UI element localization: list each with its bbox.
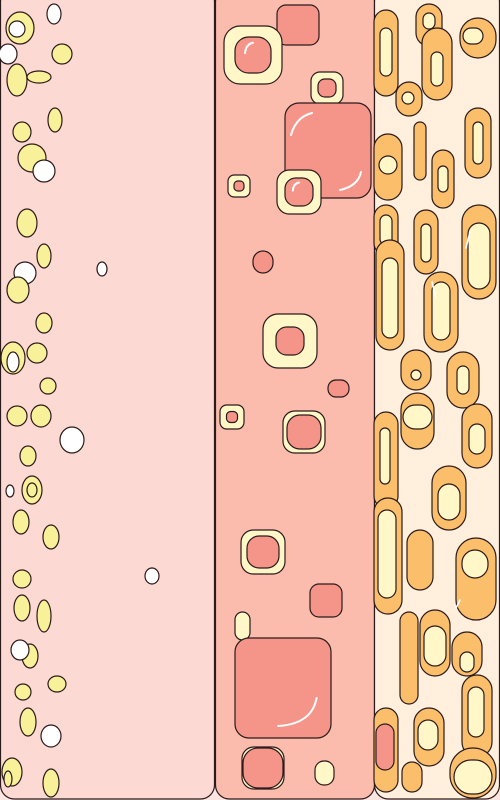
capsule-outer xyxy=(401,761,423,793)
capsule-core xyxy=(462,27,484,45)
oval-dot xyxy=(0,43,18,65)
oval-dot xyxy=(32,159,56,183)
oval-dot xyxy=(6,351,20,373)
oval-dot xyxy=(40,724,62,748)
square-core xyxy=(233,180,245,192)
square-core xyxy=(225,410,239,424)
capsule-core xyxy=(472,121,484,165)
capsule-core xyxy=(381,257,399,339)
oval-dot xyxy=(30,404,52,428)
capsule-core xyxy=(431,281,451,341)
capsule-outer xyxy=(413,121,427,181)
shine-highlight xyxy=(455,599,461,609)
shine-highlight xyxy=(339,171,362,191)
shine-highlight xyxy=(291,181,300,192)
square-core xyxy=(284,177,314,207)
square-solid xyxy=(276,4,320,46)
oval-dot xyxy=(96,261,108,277)
middle-panel-shapes xyxy=(219,4,372,790)
capsule-core xyxy=(437,165,449,193)
capsule-core xyxy=(459,651,475,673)
capsule-core xyxy=(422,12,436,30)
oval-dot xyxy=(6,63,28,97)
oval-dot xyxy=(12,121,32,143)
oval-dot xyxy=(13,594,31,622)
oval-dot xyxy=(51,43,73,65)
capsule-core xyxy=(420,223,432,263)
oval-dot xyxy=(42,768,60,798)
oval-dot xyxy=(14,683,32,701)
capsule-core xyxy=(467,222,491,290)
square-core xyxy=(234,36,272,74)
oval-dot xyxy=(36,243,52,269)
oval-dot xyxy=(19,707,37,737)
capsule-core xyxy=(402,404,433,430)
left-panel-shapes xyxy=(0,3,160,798)
capsule-outer xyxy=(399,611,419,705)
square-core xyxy=(275,326,305,356)
shine-highlight xyxy=(290,112,313,136)
capsule-core xyxy=(437,483,461,521)
capsule-core xyxy=(468,423,486,455)
square-solid xyxy=(309,583,343,618)
square-solid xyxy=(252,250,274,274)
square-solid xyxy=(327,379,350,398)
shine-highlight xyxy=(244,41,254,55)
pill-small xyxy=(314,760,335,786)
capsule-core xyxy=(461,549,489,579)
panel-left xyxy=(0,0,216,800)
capsule-core xyxy=(378,155,398,175)
oval-dot xyxy=(19,445,37,467)
oval-dot xyxy=(39,377,57,395)
oval-dot xyxy=(26,482,38,498)
oval-dot xyxy=(59,426,85,454)
shine-highlight xyxy=(431,281,437,299)
pill-small xyxy=(234,611,251,641)
capsule-core xyxy=(410,369,422,381)
capsule-core xyxy=(417,719,439,751)
capsule-outer xyxy=(406,529,434,591)
capsule-core xyxy=(430,51,444,87)
oval-dot xyxy=(3,770,13,788)
capsule-core xyxy=(401,91,415,105)
capsule-core xyxy=(423,625,447,667)
square-core xyxy=(246,535,280,569)
oval-dot xyxy=(26,342,48,364)
capsule-core xyxy=(453,759,493,795)
right-panel-shapes xyxy=(373,3,497,799)
capsule-core xyxy=(377,509,397,599)
capsule-core xyxy=(379,427,391,485)
oval-dot xyxy=(6,276,30,304)
oval-dot xyxy=(12,569,32,589)
oval-dot xyxy=(47,675,67,693)
square-solid xyxy=(234,637,332,739)
capsule-core xyxy=(467,686,485,738)
oval-dot xyxy=(16,208,38,238)
oval-dot xyxy=(47,107,63,133)
shine-highlight xyxy=(277,697,318,727)
square-core xyxy=(242,747,284,789)
capsule-core xyxy=(379,27,393,77)
oval-dot xyxy=(26,70,52,84)
square-core xyxy=(286,414,322,450)
square-core xyxy=(317,78,337,98)
oval-dot xyxy=(8,20,26,38)
oval-dot xyxy=(12,509,30,535)
capsule-core xyxy=(375,723,395,771)
shine-highlight xyxy=(465,231,471,249)
oval-dot xyxy=(46,3,62,25)
capsule-core xyxy=(456,365,470,395)
oval-dot xyxy=(10,639,30,661)
oval-dot xyxy=(35,312,53,334)
oval-dot xyxy=(36,599,52,633)
oval-dot xyxy=(42,524,60,550)
oval-dot xyxy=(144,567,160,585)
oval-dot xyxy=(6,405,28,427)
oval-dot xyxy=(5,484,15,498)
